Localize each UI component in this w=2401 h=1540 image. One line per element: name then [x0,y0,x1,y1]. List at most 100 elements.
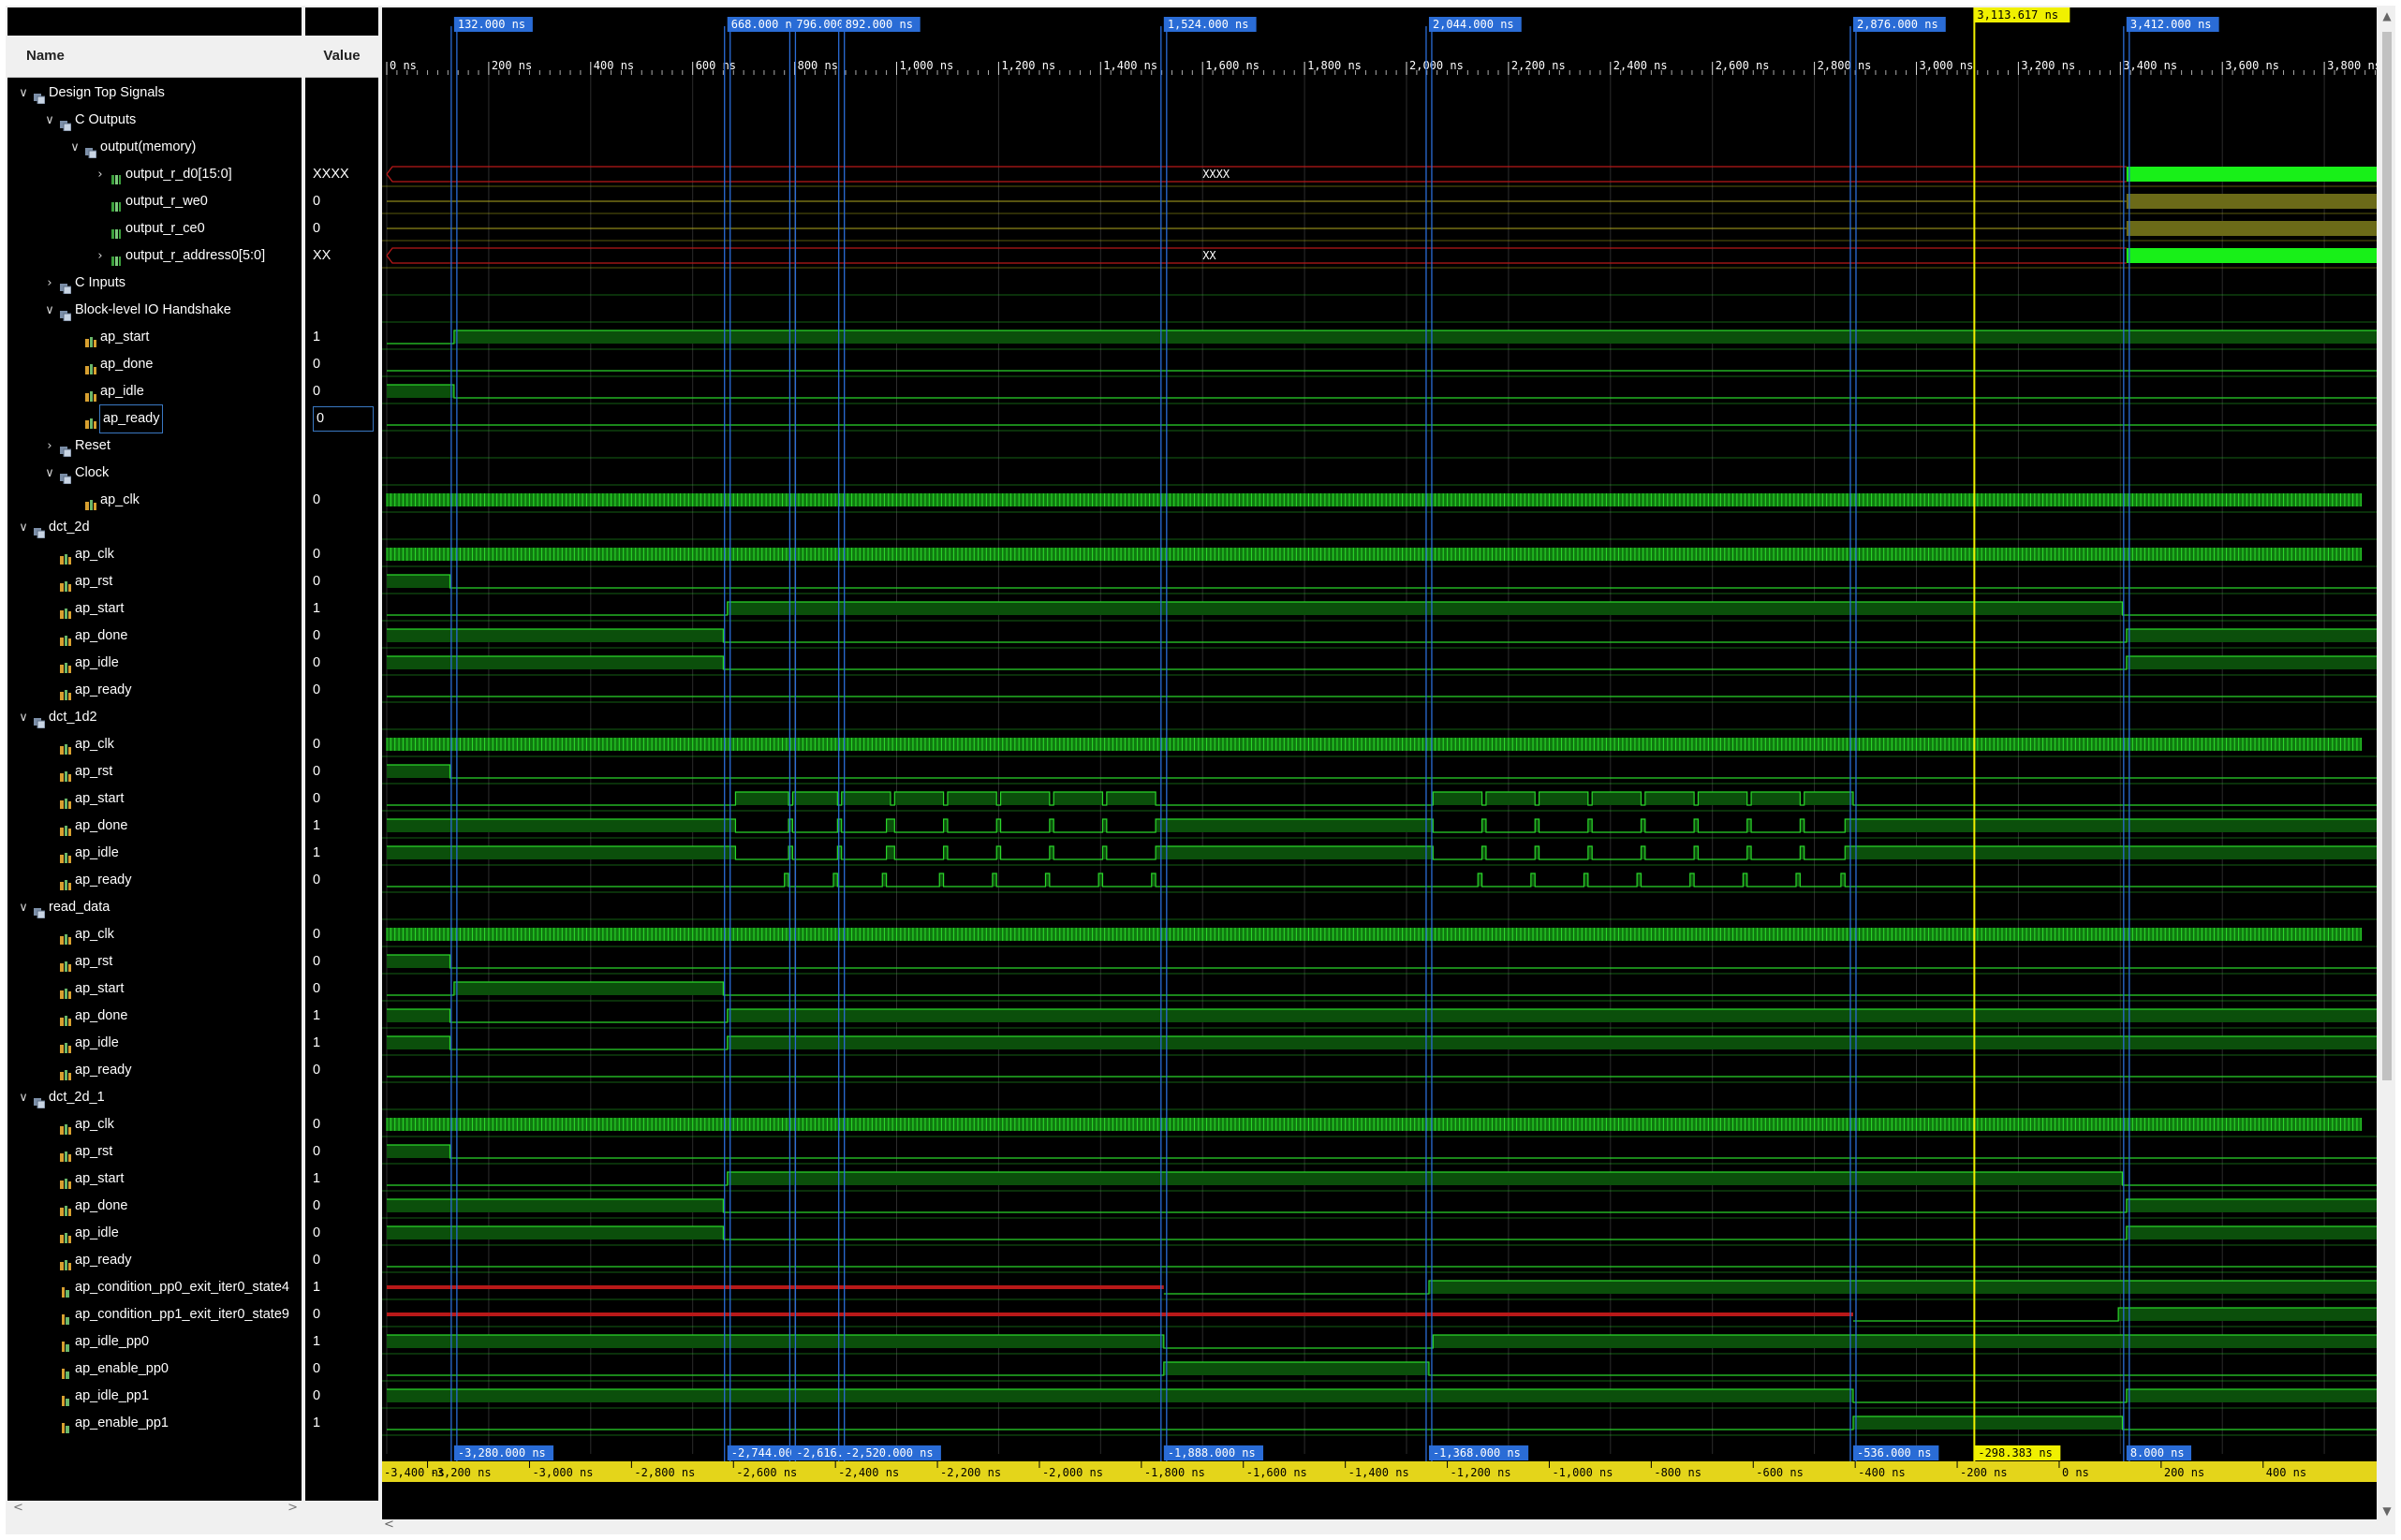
signal-row[interactable]: ap_idle_pp1 [7,1383,302,1410]
signal-row[interactable]: ap_clk [7,487,302,514]
signal-row[interactable]: ∨ dct_2d [7,514,302,541]
signal-value-row[interactable]: 0 [305,731,378,758]
chevron-down-icon[interactable]: ∨ [70,140,80,154]
chevron-down-icon[interactable]: ∨ [19,711,28,725]
chevron-down-icon[interactable]: ∨ [19,521,28,535]
signal-value-row[interactable] [305,1084,378,1111]
signal-value-row[interactable]: 1 [305,1328,378,1356]
signal-row[interactable]: ap_idle [7,840,302,867]
signal-value-row[interactable]: 1 [305,1030,378,1057]
signal-value-row[interactable]: 0 [305,921,378,948]
value-pane-hscroll[interactable] [305,1501,378,1519]
signal-row[interactable]: ap_rst [7,568,302,595]
scroll-up-icon[interactable]: ▲ [2382,9,2392,22]
signal-row[interactable]: ap_condition_pp1_exit_iter0_state9 [7,1301,302,1328]
signal-value-row[interactable]: 1 [305,1274,378,1301]
signal-row[interactable]: ap_clk [7,541,302,568]
vertical-scrollbar[interactable]: ▲ ▼ [2379,7,2395,1519]
signal-value-row[interactable]: 0 [305,1057,378,1084]
scroll-right-icon[interactable]: > [287,1501,298,1515]
signal-value-row[interactable]: 0 [305,1138,378,1166]
signal-value-row[interactable]: 0 [305,948,378,975]
signal-row[interactable]: ap_start [7,785,302,813]
signal-value-row[interactable]: 0 [305,1301,378,1328]
signal-row[interactable]: ap_idle [7,378,302,405]
signal-row[interactable]: ap_start [7,324,302,351]
signal-row[interactable]: › output_r_address0[5:0] [7,242,302,270]
signal-row[interactable]: ap_done [7,1003,302,1030]
signal-value-row[interactable]: 0 [305,785,378,813]
signal-value-row[interactable]: 0 [305,677,378,704]
waveform-canvas[interactable]: 0 ns 200 ns 400 ns 600 ns 800 ns 1,000 ns 1,20… [382,7,2377,1519]
chevron-down-icon[interactable]: ∨ [19,1091,28,1105]
signal-row[interactable]: ∨ Clock [7,460,302,487]
signal-row[interactable]: ap_ready [7,1247,302,1274]
signal-row[interactable]: ap_clk [7,731,302,758]
signal-row[interactable]: ap_done [7,351,302,378]
chevron-down-icon[interactable]: ∨ [45,466,54,480]
chevron-right-icon[interactable]: › [47,276,52,290]
scroll-left-icon[interactable]: < [13,1501,23,1515]
signal-value-row[interactable]: 0 [305,758,378,785]
signal-value-row[interactable] [305,460,378,487]
signal-row[interactable]: › output_r_d0[15:0] [7,161,302,188]
signal-value-row[interactable] [305,297,378,324]
signal-value-row[interactable] [305,433,378,460]
signal-value-row[interactable]: 0 [305,623,378,650]
signal-value-row[interactable]: 1 [305,1003,378,1030]
signal-value-row[interactable]: XX [305,242,378,270]
signal-row[interactable]: ap_enable_pp0 [7,1356,302,1383]
signal-value-row[interactable]: 0 [305,405,378,433]
signal-value-row[interactable]: 1 [305,324,378,351]
chevron-right-icon[interactable]: › [97,168,103,182]
signal-row[interactable]: ap_condition_pp0_exit_iter0_state4 [7,1274,302,1301]
name-column-header[interactable]: Name [7,36,302,78]
signal-row[interactable]: ∨ dct_1d2 [7,704,302,731]
signal-row[interactable]: ap_ready [7,404,302,433]
signal-row[interactable]: ap_idle_pp0 [7,1328,302,1356]
vertical-scroll-thumb[interactable] [2382,32,2392,1080]
signal-value-row[interactable]: 0 [305,541,378,568]
chevron-down-icon[interactable]: ∨ [19,901,28,915]
signal-value-row[interactable]: 0 [305,188,378,215]
waveform-pane[interactable]: 0 ns 200 ns 400 ns 600 ns 800 ns 1,000 ns 1,20… [382,7,2377,1519]
signal-value-row[interactable]: 1 [305,1410,378,1437]
signal-row[interactable]: ∨ dct_2d_1 [7,1084,302,1111]
horizontal-scrollbar[interactable]: < [382,1518,2377,1534]
signal-row[interactable]: ap_idle [7,1030,302,1057]
signal-row[interactable]: ∨ Block-level IO Handshake [7,297,302,324]
signal-value-row[interactable]: 0 [305,975,378,1003]
scroll-down-icon[interactable]: ▼ [2382,1504,2392,1518]
signal-value-row[interactable]: 0 [305,1383,378,1410]
signal-value-row[interactable]: 1 [305,1166,378,1193]
signal-row[interactable]: ap_done [7,1193,302,1220]
signal-row[interactable]: › Reset [7,433,302,460]
chevron-down-icon[interactable]: ∨ [45,113,54,127]
scroll-left-icon[interactable]: < [384,1518,394,1532]
chevron-right-icon[interactable]: › [97,249,103,263]
signal-value-row[interactable]: 1 [305,840,378,867]
signal-value-row[interactable]: 0 [305,215,378,242]
signal-row[interactable]: ap_clk [7,1111,302,1138]
signal-value-row[interactable]: 0 [305,650,378,677]
signal-value-row[interactable]: 0 [305,1356,378,1383]
signal-value-row[interactable]: 1 [305,595,378,623]
signal-row[interactable]: ap_enable_pp1 [7,1410,302,1437]
signal-row[interactable]: ap_done [7,813,302,840]
signal-value-row[interactable] [305,704,378,731]
signal-value-row[interactable]: 0 [305,867,378,894]
signal-value-row[interactable]: 0 [305,378,378,405]
signal-row[interactable]: › C Inputs [7,270,302,297]
signal-value-row[interactable]: 0 [305,487,378,514]
signal-row[interactable]: ap_start [7,1166,302,1193]
chevron-right-icon[interactable]: › [47,439,52,453]
signal-value-row[interactable] [305,514,378,541]
signal-row[interactable]: ap_done [7,623,302,650]
signal-value-row[interactable]: 0 [305,1111,378,1138]
chevron-down-icon[interactable]: ∨ [19,86,28,100]
signal-value-row[interactable] [305,80,378,107]
signal-row[interactable]: ap_ready [7,1057,302,1084]
signal-value-row[interactable] [305,134,378,161]
signal-row[interactable]: ∨ C Outputs [7,107,302,134]
signal-row[interactable]: ap_start [7,595,302,623]
